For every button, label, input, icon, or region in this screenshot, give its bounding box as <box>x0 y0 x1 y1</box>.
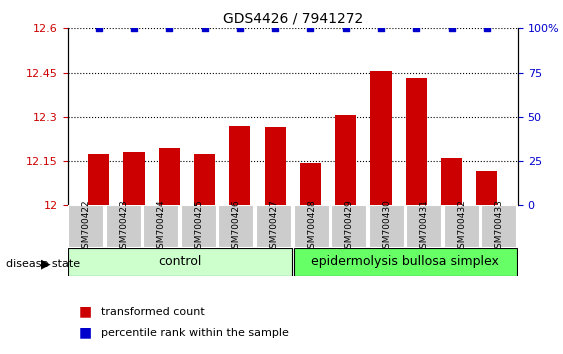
FancyBboxPatch shape <box>293 248 517 276</box>
Bar <box>300 162 321 205</box>
Bar <box>88 154 109 205</box>
Bar <box>406 79 427 205</box>
Point <box>94 25 103 31</box>
Text: ■: ■ <box>79 326 92 340</box>
Point <box>377 25 386 31</box>
Text: GSM700429: GSM700429 <box>345 199 354 254</box>
Text: GSM700426: GSM700426 <box>232 199 241 254</box>
FancyBboxPatch shape <box>481 205 517 248</box>
FancyBboxPatch shape <box>68 205 104 248</box>
Point <box>165 25 174 31</box>
Text: GSM700431: GSM700431 <box>419 199 428 254</box>
Point <box>412 25 421 31</box>
Text: GSM700430: GSM700430 <box>382 199 391 254</box>
FancyBboxPatch shape <box>181 205 217 248</box>
Text: ▶: ▶ <box>41 257 51 270</box>
Text: GSM700423: GSM700423 <box>119 199 128 254</box>
Text: GSM700424: GSM700424 <box>157 199 166 254</box>
FancyBboxPatch shape <box>256 205 292 248</box>
Text: GSM700422: GSM700422 <box>82 199 91 254</box>
FancyBboxPatch shape <box>218 205 254 248</box>
FancyBboxPatch shape <box>68 248 292 276</box>
Point <box>447 25 456 31</box>
FancyBboxPatch shape <box>444 205 480 248</box>
Bar <box>123 152 145 205</box>
Text: GSM700425: GSM700425 <box>194 199 203 254</box>
Text: GSM700433: GSM700433 <box>495 199 504 254</box>
FancyBboxPatch shape <box>406 205 442 248</box>
Bar <box>265 127 285 205</box>
Text: control: control <box>158 256 202 268</box>
Point <box>306 25 315 31</box>
FancyBboxPatch shape <box>369 205 405 248</box>
Bar <box>476 171 498 205</box>
Bar <box>159 148 180 205</box>
Bar <box>229 126 251 205</box>
Point <box>341 25 350 31</box>
FancyBboxPatch shape <box>144 205 180 248</box>
Title: GDS4426 / 7941272: GDS4426 / 7941272 <box>222 12 363 26</box>
Text: GSM700432: GSM700432 <box>457 199 466 254</box>
FancyBboxPatch shape <box>106 205 142 248</box>
Point <box>271 25 280 31</box>
Text: percentile rank within the sample: percentile rank within the sample <box>101 328 289 338</box>
Point <box>482 25 491 31</box>
Point <box>129 25 138 31</box>
Point <box>235 25 244 31</box>
FancyBboxPatch shape <box>331 205 367 248</box>
Text: GSM700427: GSM700427 <box>270 199 279 254</box>
Bar <box>370 71 392 205</box>
FancyBboxPatch shape <box>293 205 329 248</box>
Point <box>200 25 209 31</box>
Text: disease state: disease state <box>6 259 80 269</box>
Text: transformed count: transformed count <box>101 307 205 316</box>
Bar <box>194 154 215 205</box>
Bar <box>441 158 462 205</box>
Text: ■: ■ <box>79 304 92 319</box>
Text: epidermolysis bullosa simplex: epidermolysis bullosa simplex <box>311 256 499 268</box>
Bar <box>335 115 356 205</box>
Text: GSM700428: GSM700428 <box>307 199 316 254</box>
